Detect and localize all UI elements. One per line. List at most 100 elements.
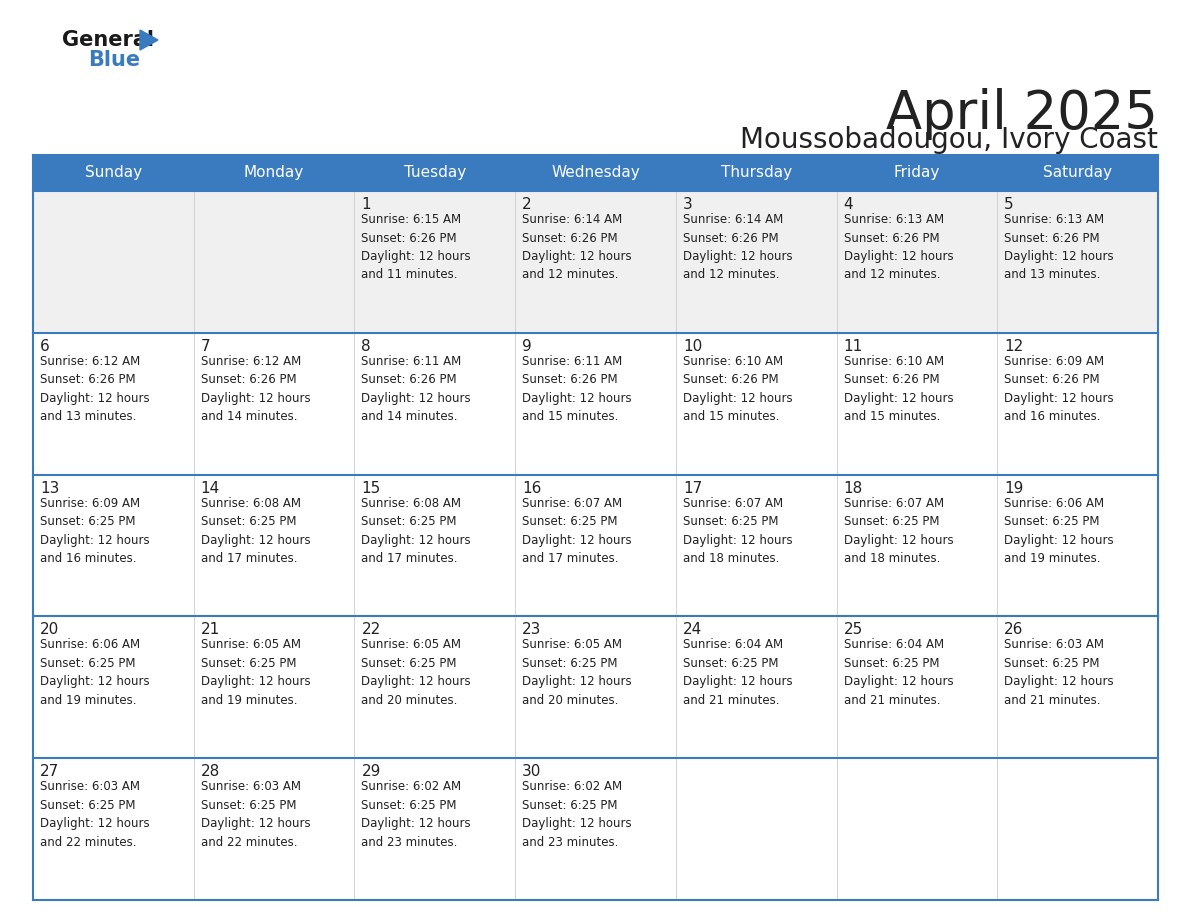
Text: 25: 25 — [843, 622, 862, 637]
Bar — [997, 191, 1158, 333]
Text: 16: 16 — [523, 481, 542, 496]
Text: Sunrise: 6:10 AM
Sunset: 6:26 PM
Daylight: 12 hours
and 15 minutes.: Sunrise: 6:10 AM Sunset: 6:26 PM Dayligh… — [683, 354, 792, 423]
Bar — [836, 616, 997, 758]
Bar — [194, 191, 354, 333]
Text: Sunrise: 6:02 AM
Sunset: 6:25 PM
Daylight: 12 hours
and 23 minutes.: Sunrise: 6:02 AM Sunset: 6:25 PM Dayligh… — [523, 780, 632, 849]
Text: Blue: Blue — [88, 50, 140, 70]
Bar — [354, 191, 516, 333]
Bar — [33, 758, 194, 900]
Text: April 2025: April 2025 — [886, 88, 1158, 140]
Text: Sunrise: 6:09 AM
Sunset: 6:26 PM
Daylight: 12 hours
and 16 minutes.: Sunrise: 6:09 AM Sunset: 6:26 PM Dayligh… — [1004, 354, 1114, 423]
Text: Sunrise: 6:06 AM
Sunset: 6:25 PM
Daylight: 12 hours
and 19 minutes.: Sunrise: 6:06 AM Sunset: 6:25 PM Dayligh… — [1004, 497, 1114, 565]
Text: 12: 12 — [1004, 339, 1024, 353]
Bar — [836, 475, 997, 616]
Bar — [194, 333, 354, 475]
Text: 3: 3 — [683, 197, 693, 212]
Text: Sunrise: 6:02 AM
Sunset: 6:25 PM
Daylight: 12 hours
and 23 minutes.: Sunrise: 6:02 AM Sunset: 6:25 PM Dayligh… — [361, 780, 472, 849]
Bar — [997, 758, 1158, 900]
Text: 7: 7 — [201, 339, 210, 353]
Text: Sunrise: 6:07 AM
Sunset: 6:25 PM
Daylight: 12 hours
and 18 minutes.: Sunrise: 6:07 AM Sunset: 6:25 PM Dayligh… — [843, 497, 953, 565]
Text: 15: 15 — [361, 481, 380, 496]
Text: Sunrise: 6:03 AM
Sunset: 6:25 PM
Daylight: 12 hours
and 21 minutes.: Sunrise: 6:03 AM Sunset: 6:25 PM Dayligh… — [1004, 638, 1114, 707]
Text: Sunrise: 6:03 AM
Sunset: 6:25 PM
Daylight: 12 hours
and 22 minutes.: Sunrise: 6:03 AM Sunset: 6:25 PM Dayligh… — [201, 780, 310, 849]
Text: Friday: Friday — [893, 165, 940, 181]
Text: Sunrise: 6:05 AM
Sunset: 6:25 PM
Daylight: 12 hours
and 20 minutes.: Sunrise: 6:05 AM Sunset: 6:25 PM Dayligh… — [523, 638, 632, 707]
Text: 30: 30 — [523, 764, 542, 779]
Bar — [516, 191, 676, 333]
Text: 26: 26 — [1004, 622, 1024, 637]
Text: Sunrise: 6:04 AM
Sunset: 6:25 PM
Daylight: 12 hours
and 21 minutes.: Sunrise: 6:04 AM Sunset: 6:25 PM Dayligh… — [843, 638, 953, 707]
Bar — [194, 616, 354, 758]
Bar — [676, 475, 836, 616]
Bar — [354, 758, 516, 900]
Text: 14: 14 — [201, 481, 220, 496]
Text: Sunrise: 6:08 AM
Sunset: 6:25 PM
Daylight: 12 hours
and 17 minutes.: Sunrise: 6:08 AM Sunset: 6:25 PM Dayligh… — [361, 497, 472, 565]
Text: Thursday: Thursday — [721, 165, 791, 181]
Bar — [33, 191, 194, 333]
Text: Sunrise: 6:05 AM
Sunset: 6:25 PM
Daylight: 12 hours
and 19 minutes.: Sunrise: 6:05 AM Sunset: 6:25 PM Dayligh… — [201, 638, 310, 707]
Text: Sunrise: 6:14 AM
Sunset: 6:26 PM
Daylight: 12 hours
and 12 minutes.: Sunrise: 6:14 AM Sunset: 6:26 PM Dayligh… — [683, 213, 792, 282]
Text: Wednesday: Wednesday — [551, 165, 640, 181]
Text: Sunday: Sunday — [84, 165, 141, 181]
Text: Tuesday: Tuesday — [404, 165, 466, 181]
Bar — [354, 475, 516, 616]
Text: 19: 19 — [1004, 481, 1024, 496]
Text: Sunrise: 6:11 AM
Sunset: 6:26 PM
Daylight: 12 hours
and 14 minutes.: Sunrise: 6:11 AM Sunset: 6:26 PM Dayligh… — [361, 354, 472, 423]
Bar — [354, 333, 516, 475]
Text: 21: 21 — [201, 622, 220, 637]
Bar — [516, 758, 676, 900]
Text: 27: 27 — [40, 764, 59, 779]
Bar — [516, 616, 676, 758]
Bar — [33, 333, 194, 475]
Text: Saturday: Saturday — [1043, 165, 1112, 181]
Bar — [836, 191, 997, 333]
Text: Sunrise: 6:13 AM
Sunset: 6:26 PM
Daylight: 12 hours
and 12 minutes.: Sunrise: 6:13 AM Sunset: 6:26 PM Dayligh… — [843, 213, 953, 282]
Text: Sunrise: 6:03 AM
Sunset: 6:25 PM
Daylight: 12 hours
and 22 minutes.: Sunrise: 6:03 AM Sunset: 6:25 PM Dayligh… — [40, 780, 150, 849]
Text: Sunrise: 6:09 AM
Sunset: 6:25 PM
Daylight: 12 hours
and 16 minutes.: Sunrise: 6:09 AM Sunset: 6:25 PM Dayligh… — [40, 497, 150, 565]
Bar — [676, 333, 836, 475]
Text: Sunrise: 6:07 AM
Sunset: 6:25 PM
Daylight: 12 hours
and 18 minutes.: Sunrise: 6:07 AM Sunset: 6:25 PM Dayligh… — [683, 497, 792, 565]
Bar — [33, 616, 194, 758]
Text: 13: 13 — [40, 481, 59, 496]
Text: Sunrise: 6:08 AM
Sunset: 6:25 PM
Daylight: 12 hours
and 17 minutes.: Sunrise: 6:08 AM Sunset: 6:25 PM Dayligh… — [201, 497, 310, 565]
Bar — [836, 758, 997, 900]
Text: 5: 5 — [1004, 197, 1013, 212]
Text: 11: 11 — [843, 339, 862, 353]
Text: Sunrise: 6:13 AM
Sunset: 6:26 PM
Daylight: 12 hours
and 13 minutes.: Sunrise: 6:13 AM Sunset: 6:26 PM Dayligh… — [1004, 213, 1114, 282]
Bar — [516, 475, 676, 616]
Bar — [33, 155, 1158, 191]
Text: General: General — [62, 30, 154, 50]
Bar — [676, 191, 836, 333]
Text: Sunrise: 6:07 AM
Sunset: 6:25 PM
Daylight: 12 hours
and 17 minutes.: Sunrise: 6:07 AM Sunset: 6:25 PM Dayligh… — [523, 497, 632, 565]
Bar — [516, 333, 676, 475]
Text: 28: 28 — [201, 764, 220, 779]
Text: Moussobadougou, Ivory Coast: Moussobadougou, Ivory Coast — [740, 126, 1158, 154]
Text: 9: 9 — [523, 339, 532, 353]
Text: 24: 24 — [683, 622, 702, 637]
Text: Monday: Monday — [244, 165, 304, 181]
Bar — [354, 616, 516, 758]
Bar — [836, 333, 997, 475]
Text: 4: 4 — [843, 197, 853, 212]
Text: Sunrise: 6:15 AM
Sunset: 6:26 PM
Daylight: 12 hours
and 11 minutes.: Sunrise: 6:15 AM Sunset: 6:26 PM Dayligh… — [361, 213, 472, 282]
Text: 20: 20 — [40, 622, 59, 637]
Text: 17: 17 — [683, 481, 702, 496]
Text: 29: 29 — [361, 764, 381, 779]
Text: Sunrise: 6:06 AM
Sunset: 6:25 PM
Daylight: 12 hours
and 19 minutes.: Sunrise: 6:06 AM Sunset: 6:25 PM Dayligh… — [40, 638, 150, 707]
Text: Sunrise: 6:12 AM
Sunset: 6:26 PM
Daylight: 12 hours
and 14 minutes.: Sunrise: 6:12 AM Sunset: 6:26 PM Dayligh… — [201, 354, 310, 423]
Text: Sunrise: 6:12 AM
Sunset: 6:26 PM
Daylight: 12 hours
and 13 minutes.: Sunrise: 6:12 AM Sunset: 6:26 PM Dayligh… — [40, 354, 150, 423]
Text: 8: 8 — [361, 339, 371, 353]
Bar — [676, 616, 836, 758]
Text: 1: 1 — [361, 197, 371, 212]
Bar — [997, 475, 1158, 616]
Text: Sunrise: 6:11 AM
Sunset: 6:26 PM
Daylight: 12 hours
and 15 minutes.: Sunrise: 6:11 AM Sunset: 6:26 PM Dayligh… — [523, 354, 632, 423]
Text: 2: 2 — [523, 197, 532, 212]
Text: 18: 18 — [843, 481, 862, 496]
Bar — [33, 475, 194, 616]
Text: Sunrise: 6:14 AM
Sunset: 6:26 PM
Daylight: 12 hours
and 12 minutes.: Sunrise: 6:14 AM Sunset: 6:26 PM Dayligh… — [523, 213, 632, 282]
Text: 10: 10 — [683, 339, 702, 353]
Bar — [997, 333, 1158, 475]
Text: Sunrise: 6:04 AM
Sunset: 6:25 PM
Daylight: 12 hours
and 21 minutes.: Sunrise: 6:04 AM Sunset: 6:25 PM Dayligh… — [683, 638, 792, 707]
Text: Sunrise: 6:10 AM
Sunset: 6:26 PM
Daylight: 12 hours
and 15 minutes.: Sunrise: 6:10 AM Sunset: 6:26 PM Dayligh… — [843, 354, 953, 423]
Bar — [194, 475, 354, 616]
